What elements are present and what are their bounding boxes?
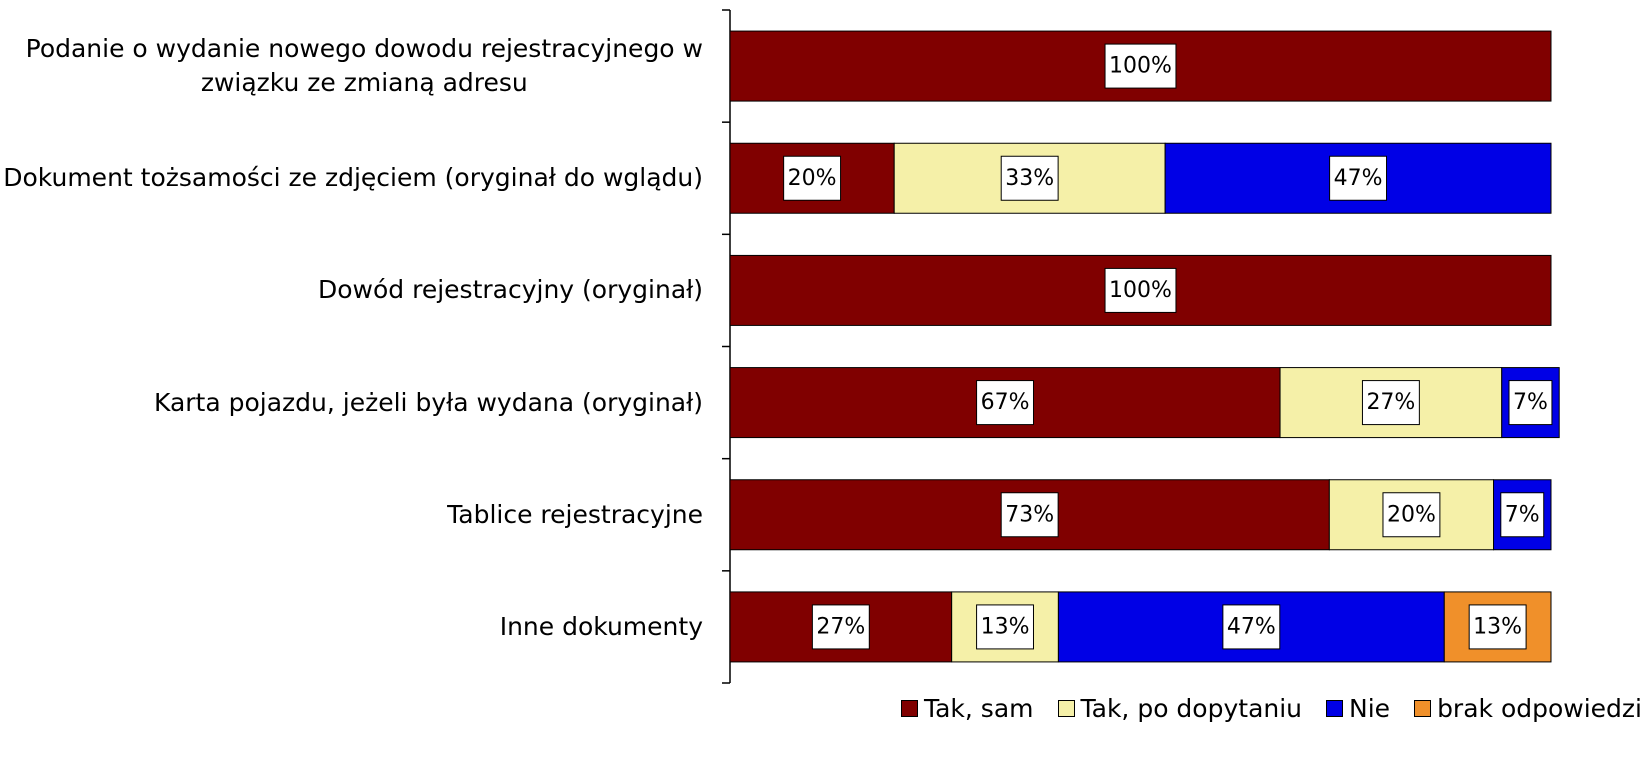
data-label-text: 7% — [1513, 390, 1548, 415]
data-label-box — [1000, 492, 1059, 538]
legend-item: Tak, sam — [900, 694, 1034, 723]
data-label-text: 73% — [1005, 502, 1054, 527]
data-label-box — [1104, 267, 1177, 313]
legend-label: Tak, sam — [923, 694, 1034, 723]
legend-item: brak odpowiedzi — [1414, 694, 1642, 723]
data-label-text: 20% — [788, 166, 837, 191]
data-label: 7% — [1500, 492, 1545, 538]
legend-swatch — [1326, 700, 1344, 717]
bar-segment — [729, 479, 1330, 551]
category-label: Inne dokumenty — [0, 577, 703, 677]
category-text: Dokument tożsamości ze zdjęciem (orygina… — [3, 163, 703, 193]
category-text: Karta pojazdu, jeżeli była wydana (orygi… — [154, 387, 703, 417]
data-label: 33% — [1000, 155, 1059, 201]
data-label-box — [1329, 155, 1388, 201]
data-label-box — [1508, 380, 1553, 426]
data-label-box — [1468, 604, 1527, 650]
category-label: Tablice rejestracyjne — [0, 465, 703, 565]
data-label-text: 20% — [1387, 502, 1436, 527]
category-text: Tablice rejestracyjne — [447, 499, 703, 529]
data-label-text: 13% — [1473, 614, 1522, 639]
data-label: 67% — [976, 380, 1034, 426]
data-label: 13% — [1468, 604, 1527, 650]
data-label-text: 47% — [1334, 166, 1383, 191]
data-label: 20% — [783, 155, 842, 201]
data-label-text: 100% — [1109, 54, 1172, 79]
data-label: 20% — [1382, 492, 1441, 538]
legend: Tak, sam Tak, po dopytaniu Nie brak odpowie… — [900, 694, 1642, 723]
category-label: Karta pojazdu, jeżeli była wydana (orygi… — [0, 353, 703, 453]
category-text: Inne dokumenty — [499, 611, 703, 641]
data-label-text: 100% — [1109, 278, 1172, 303]
data-label-box — [976, 380, 1034, 426]
data-label-box — [1500, 492, 1545, 538]
data-label-text: 67% — [981, 390, 1030, 415]
legend-label: Tak, po dopytaniu — [1080, 694, 1303, 723]
data-label-box — [783, 155, 842, 201]
data-label-box — [811, 604, 870, 650]
data-label: 13% — [976, 604, 1034, 650]
data-label-text: 7% — [1505, 502, 1540, 527]
data-label: 27% — [1361, 380, 1420, 426]
data-label: 100% — [1104, 267, 1177, 313]
legend-item: Nie — [1326, 694, 1390, 723]
data-label-box — [1000, 155, 1059, 201]
data-label-box — [1222, 604, 1281, 650]
legend-label: Nie — [1349, 694, 1391, 723]
data-label-text: 27% — [816, 614, 865, 639]
data-label-text: 13% — [981, 614, 1030, 639]
data-label-text: 27% — [1366, 390, 1415, 415]
data-label-box — [1104, 43, 1177, 89]
category-label: Dokument tożsamości ze zdjęciem (orygina… — [0, 128, 703, 228]
data-label-box — [1361, 380, 1420, 426]
legend-label: brak odpowiedzi — [1437, 694, 1642, 723]
legend-swatch — [1057, 700, 1075, 717]
data-label: 73% — [1000, 492, 1059, 538]
category-label: Podanie o wydanie nowego dowodu rejestra… — [0, 16, 703, 116]
data-label: 27% — [811, 604, 870, 650]
category-label: Dowód rejestracyjny (oryginał) — [0, 240, 703, 340]
data-label: 100% — [1104, 43, 1177, 89]
data-label: 47% — [1329, 155, 1388, 201]
data-label-box — [976, 604, 1034, 650]
data-label: 7% — [1508, 380, 1553, 426]
bar-segment — [1057, 591, 1445, 663]
data-label: 47% — [1222, 604, 1281, 650]
legend-swatch — [1414, 700, 1432, 717]
legend-swatch — [900, 700, 918, 717]
category-text: Podanie o wydanie nowego dowodu rejestra… — [25, 34, 703, 98]
data-label-box — [1382, 492, 1441, 538]
legend-item: Tak, po dopytaniu — [1057, 694, 1303, 723]
data-label-text: 47% — [1227, 614, 1276, 639]
category-text: Dowód rejestracyjny (oryginał) — [318, 275, 703, 305]
data-label-text: 33% — [1005, 166, 1054, 191]
